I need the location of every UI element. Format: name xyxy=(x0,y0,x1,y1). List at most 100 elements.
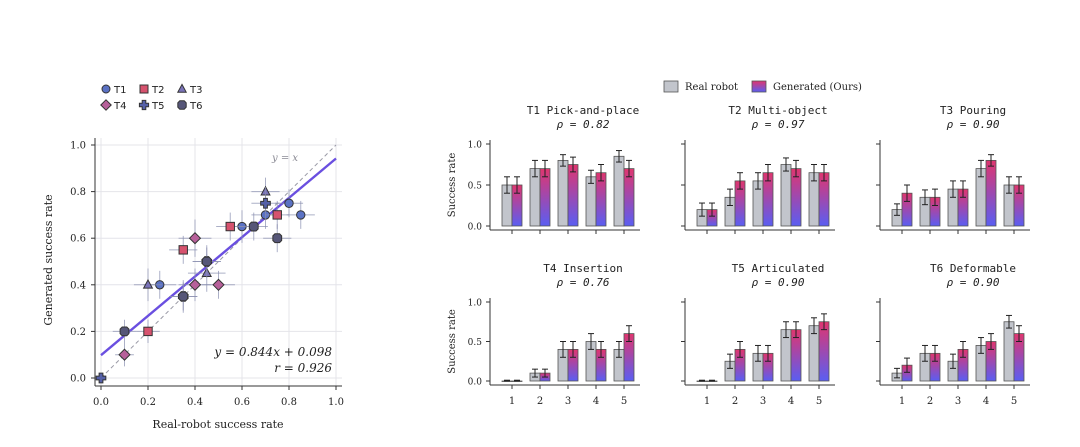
panel-xtick-label: 5 xyxy=(1011,396,1017,407)
legend-label-t2: T2 xyxy=(151,85,164,96)
scatter-ytick-label: 0.4 xyxy=(70,280,86,291)
legend-label-t6: T6 xyxy=(189,101,202,112)
bar-generated-err xyxy=(709,379,715,382)
panel-xtick-label: 1 xyxy=(704,396,710,407)
point-marker-t4-icon xyxy=(188,232,202,245)
scatter-xlabel: Real-robot success rate xyxy=(152,418,283,431)
bar-real-err xyxy=(699,379,705,382)
fit-equation: y = 0.844x + 0.098 xyxy=(213,345,332,359)
scatter-point-t4 xyxy=(178,219,212,257)
bar-real-err xyxy=(783,157,789,172)
legend-label-t5: T5 xyxy=(151,101,164,112)
bar-real-err xyxy=(922,189,928,206)
scatter-xtick-label: 0.0 xyxy=(93,397,109,408)
bar-real-err xyxy=(978,337,984,354)
point-marker-t6-icon xyxy=(272,233,283,244)
fit-line xyxy=(100,157,337,357)
bar-real-err xyxy=(811,164,817,182)
bar-real-err xyxy=(727,353,733,369)
bar-real-err xyxy=(894,367,900,379)
panel-ytick-label: 0.5 xyxy=(468,182,483,192)
bar-generated-err xyxy=(598,341,604,358)
point-marker-t2-icon xyxy=(272,210,282,220)
panel-title: T2 Multi-object xyxy=(728,104,827,117)
panel-xtick-label: 1 xyxy=(899,396,905,407)
bar-generated-err xyxy=(821,313,827,331)
scatter-xtick-label: 1.0 xyxy=(328,397,344,408)
bar-real-err xyxy=(588,169,594,184)
panel-xtick-label: 4 xyxy=(788,396,794,407)
scatter-xtick-label: 0.6 xyxy=(234,397,250,408)
point-marker-t1-icon xyxy=(284,198,294,208)
bar-real-err xyxy=(560,341,566,358)
bar-real-err xyxy=(1006,176,1012,194)
legend-label-t3: T3 xyxy=(189,85,202,96)
bar-generated-err xyxy=(570,156,576,173)
bar-generated-err xyxy=(709,202,715,217)
legend-item-t4: T4 xyxy=(100,99,126,112)
bar-real xyxy=(780,164,792,227)
point-marker-t4-icon xyxy=(188,278,202,291)
scatter-point-t6 xyxy=(192,247,221,276)
legend-item-t2: T2 xyxy=(139,84,164,96)
legend-generated-label: Generated (Ours) xyxy=(773,82,862,93)
panel-xtick-label: 4 xyxy=(593,396,599,407)
panel-ytick-label: 0.0 xyxy=(468,378,483,388)
bar-real-err xyxy=(504,176,510,194)
bar-generated-err xyxy=(1016,325,1022,342)
identity-line xyxy=(100,144,337,379)
scatter-point-t4 xyxy=(115,343,134,367)
panel-ylabel: Success rate xyxy=(447,153,458,218)
bar-real-err xyxy=(922,344,928,362)
bar-generated-err xyxy=(514,379,520,382)
panel-title: T3 Pouring xyxy=(940,104,1006,117)
panel-xtick-label: 2 xyxy=(732,396,738,407)
bar-generated-err xyxy=(932,344,938,362)
bar-real-err xyxy=(755,344,761,362)
point-marker-t2-icon xyxy=(143,326,153,337)
scatter-point-t5 xyxy=(251,186,280,220)
bar-real-err xyxy=(616,341,622,358)
panel-xtick-label: 3 xyxy=(955,396,961,407)
bar-generated-err xyxy=(904,357,910,373)
scatter-ytick-label: 0.8 xyxy=(70,187,86,198)
bar-generated-err xyxy=(821,164,827,182)
scatter-point-t3 xyxy=(133,268,163,302)
panel-rho: ρ = 0.90 xyxy=(947,118,1000,131)
panel-rho: ρ = 0.90 xyxy=(752,276,805,289)
point-marker-t5-icon xyxy=(260,197,271,209)
bar-real-err xyxy=(783,321,789,339)
point-marker-t6-icon xyxy=(178,291,189,302)
panel-rho: ρ = 0.76 xyxy=(557,276,610,289)
panel-xtick-label: 3 xyxy=(565,396,571,407)
legend-item-t6: T6 xyxy=(177,100,202,112)
panel-xtick-label: 1 xyxy=(509,396,515,407)
bar-real-err xyxy=(978,159,984,178)
scatter-point-t6 xyxy=(239,212,268,241)
scatter-axes: 0.0 0.2 0.4 0.6 0.8 1.0 0.0 0.2 0.4 0.6 0.8 1.0 xyxy=(70,138,344,408)
bar-generated-err xyxy=(514,176,520,194)
scatter-point-t1 xyxy=(286,200,315,229)
point-marker-t5-icon xyxy=(95,372,107,384)
bar-generated-err xyxy=(626,325,632,342)
scatter-ytick-label: 1.0 xyxy=(70,141,86,152)
legend-marker-t1-icon xyxy=(101,84,111,94)
bar-generated-err xyxy=(988,333,994,350)
bar-generated-err xyxy=(598,164,604,182)
bar-generated-err xyxy=(904,184,910,202)
identity-label: y = x xyxy=(271,153,298,164)
bar-generated xyxy=(985,159,997,227)
panel-title: T1 Pick-and-place xyxy=(527,104,640,117)
scatter-xtick-label: 0.8 xyxy=(281,397,297,408)
bar-real-err xyxy=(532,368,538,378)
legend-label-t1: T1 xyxy=(113,85,126,96)
bar-generated-err xyxy=(960,341,966,358)
panel-xtick-label: 2 xyxy=(537,396,543,407)
bar-generated-err xyxy=(793,321,799,339)
bar-legend: Real robot Generated (Ours) xyxy=(663,80,862,93)
scatter-panel: 0.0 0.2 0.4 0.6 0.8 1.0 0.0 0.2 0.4 0.6 0.8 1.0 y =… xyxy=(42,138,344,431)
